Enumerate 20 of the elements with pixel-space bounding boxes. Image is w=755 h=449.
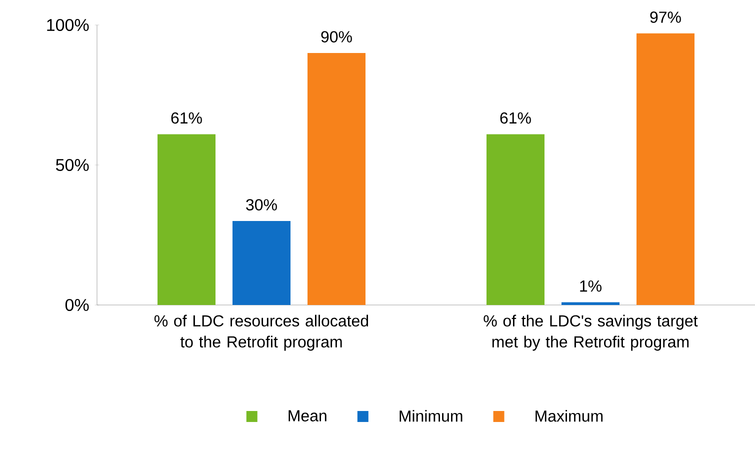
legend-label: Minimum [400,410,462,422]
data-label: 1% [580,280,602,292]
y-tick-label: 0% [65,298,89,312]
data-label: 61% [171,112,202,124]
bar [562,302,620,305]
data-label: 90% [321,31,352,42]
x-tick-label: % of the LDC's savings target met by the Retrofit program [484,314,698,351]
x-tick-label: % of LDC resources allocated to the Retrofit program [154,314,368,351]
bar [486,134,544,305]
bar [158,134,216,305]
data-label: 61% [500,112,531,124]
data-label: 97% [650,12,681,23]
y-tick-label: 100% [47,18,89,32]
legend-label: Maximum [536,410,603,422]
legend-label: Mean [288,410,326,422]
bar [636,33,694,305]
bar [232,220,291,305]
data-label: 30% [246,199,277,210]
y-tick-label: 50% [56,158,89,172]
bar [308,52,366,305]
